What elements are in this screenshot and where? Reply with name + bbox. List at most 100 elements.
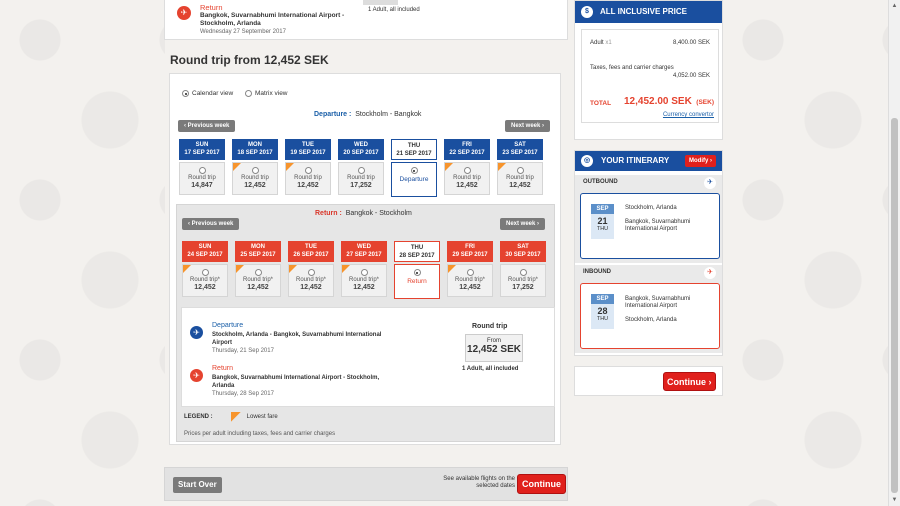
departure-next-week-button[interactable]: Next week › [505,120,551,132]
calendar-view-radio[interactable] [182,90,189,97]
return-fare-cell[interactable]: Round trip* 12,452 [341,264,387,297]
inbound-to: Stockholm, Arlanda [625,317,677,323]
departure-fare-cell[interactable]: Round trip 17,252 [338,162,384,195]
all-inclusive-price-panel: $ ALL INCLUSIVE PRICE Adult x1 8,400.00 S… [574,0,723,140]
fare-price: 12,452 [509,182,531,189]
adult-row: Adult x1 [590,40,612,46]
right-continue-label: Continue [667,377,706,387]
departure-fare-cell[interactable]: Round trip 14,847 [179,162,225,195]
day-of-week: FRI [465,244,475,250]
fare-radio[interactable] [357,167,365,174]
return-fare-cell[interactable]: Round trip* 12,452 [235,264,281,297]
day-date: 25 SEP 2017 [240,252,276,258]
start-over-button[interactable]: Start Over [173,477,222,493]
day-date: 18 SEP 2017 [237,150,273,156]
fare-radio[interactable] [304,167,312,174]
fare-radio[interactable] [360,269,368,276]
fare-radio[interactable] [251,167,259,174]
scrollbar[interactable]: ▲ ▼ [888,0,900,506]
modify-button[interactable]: Modify › [684,155,716,167]
return-day-header: SUN 24 SEP 2017 [182,241,228,262]
departure-fare-cell[interactable]: Round trip 12,452 [444,162,490,195]
inbound-month: SEP [591,294,614,304]
return-fare-cell[interactable]: Return [394,264,440,299]
adult-value: 8,400.00 SEK [672,40,710,46]
departure-day-mon[interactable]: MON 18 SEP 2017 Round trip 12,452 [232,139,278,197]
day-date: 19 SEP 2017 [290,150,326,156]
return-day-header: MON 25 SEP 2017 [235,241,281,262]
fare-label: Round trip [188,175,216,181]
departure-previous-week-button[interactable]: ‹ Previous week [178,120,236,132]
selection-summary: ✈ Departure Stockholm, Arlanda - Bangkok… [181,307,555,407]
return-day-sun[interactable]: SUN 24 SEP 2017 Round trip* 12,452 [182,241,228,299]
return-fare-cell[interactable]: Round trip* 12,452 [288,264,334,297]
return-day-wed[interactable]: WED 27 SEP 2017 Round trip* 12,452 [341,241,387,299]
return-previous-week-button[interactable]: ‹ Previous week [182,218,240,230]
calendar-view-option[interactable]: Calendar view [182,90,233,97]
departure-day-wed[interactable]: WED 20 SEP 2017 Round trip 17,252 [338,139,384,197]
departure-route: Stockholm - Bangkok [355,111,422,118]
fare-radio[interactable] [198,167,206,174]
page-title: Round trip from 12,452 SEK [170,53,329,67]
currency-convertor-link[interactable]: Currency convertor [662,112,714,118]
return-day-sat[interactable]: SAT 30 SEP 2017 Round trip* 17,252 [500,241,546,299]
fare-label: Round trip* [454,277,486,283]
plane-landing-icon: ✈ [177,6,191,20]
day-date: 17 SEP 2017 [184,150,220,156]
outbound-segment: OUTBOUND ✈ SEP 21 THU Stockholm, Arlanda… [575,175,722,263]
fare-radio[interactable] [254,269,262,276]
day-of-week: MON [251,244,265,250]
right-continue-button[interactable]: Continue › [663,372,716,391]
background-pattern-right [723,0,888,506]
day-of-week: SUN [198,244,212,250]
return-fare-cell[interactable]: Round trip* 12,452 [182,264,228,297]
departure-fare-cell[interactable]: Round trip 12,452 [497,162,543,195]
day-of-week: SUN [195,142,209,148]
fare-radio[interactable] [519,269,527,276]
fare-radio[interactable] [413,269,421,276]
taxes-value: 4,052.00 SEK [672,73,710,79]
outbound-to: Bangkok, Suvarnabhumi International Airp… [625,219,691,232]
fare-radio[interactable] [201,269,209,276]
departure-day-fri[interactable]: FRI 22 SEP 2017 Round trip 12,452 [444,139,490,197]
matrix-view-radio[interactable] [245,90,252,97]
outbound-card: SEP 21 THU Stockholm, Arlanda Bangkok, S… [580,193,720,259]
fare-price: 12,452 [297,182,319,189]
return-day-mon[interactable]: MON 25 SEP 2017 Round trip* 12,452 [235,241,281,299]
return-fare-cell[interactable]: Round trip* 12,452 [447,264,493,297]
return-fare-cell[interactable]: Round trip* 17,252 [500,264,546,297]
legend: LEGEND : Lowest fare [184,412,278,422]
return-label: Return [200,3,223,12]
continue-button[interactable]: Continue [517,474,566,494]
fare-radio[interactable] [307,269,315,276]
departure-day-sat[interactable]: SAT 23 SEP 2017 Round trip 12,452 [497,139,543,197]
bottom-bar: Start Over See available flights on the … [164,467,568,501]
return-day-fri[interactable]: FRI 29 SEP 2017 Round trip* 12,452 [447,241,493,299]
matrix-view-option[interactable]: Matrix view [245,90,288,97]
fare-radio[interactable] [466,269,474,276]
fare-radio[interactable] [516,167,524,174]
lowest-fare-tag-icon [289,265,297,273]
departure-fare-cell[interactable]: Round trip 12,452 [232,162,278,195]
return-route: Bangkok - Stockholm [345,210,412,217]
scroll-down-icon[interactable]: ▼ [891,497,898,503]
departure-day-sun[interactable]: SUN 17 SEP 2017 Round trip 14,847 [179,139,225,197]
departure-day-tue[interactable]: TUE 19 SEP 2017 Round trip 12,452 [285,139,331,197]
departure-day-thu[interactable]: THU 21 SEP 2017 Departure [391,139,437,197]
departure-day-header: WED 20 SEP 2017 [338,139,384,160]
summary-adults: 1 Adult, all included [462,366,519,372]
outbound-label: OUTBOUND [583,179,618,185]
departure-fare-cell[interactable]: Departure [391,162,437,197]
departure-fare-cell[interactable]: Round trip 12,452 [285,162,331,195]
return-day-thu[interactable]: THU 28 SEP 2017 Return [394,241,440,299]
day-of-week: MON [248,142,262,148]
fare-radio[interactable] [463,167,471,174]
return-day-tue[interactable]: TUE 26 SEP 2017 Round trip* 12,452 [288,241,334,299]
return-next-week-button[interactable]: Next week › [500,218,546,230]
fare-price: 12,452 [300,284,322,291]
scroll-up-icon[interactable]: ▲ [891,3,898,9]
fare-label: Departure [399,176,429,183]
scroll-thumb[interactable] [891,118,898,493]
inbound-card: SEP 28 THU Bangkok, Suvarnabhumi Interna… [580,283,720,349]
fare-radio[interactable] [410,167,418,174]
